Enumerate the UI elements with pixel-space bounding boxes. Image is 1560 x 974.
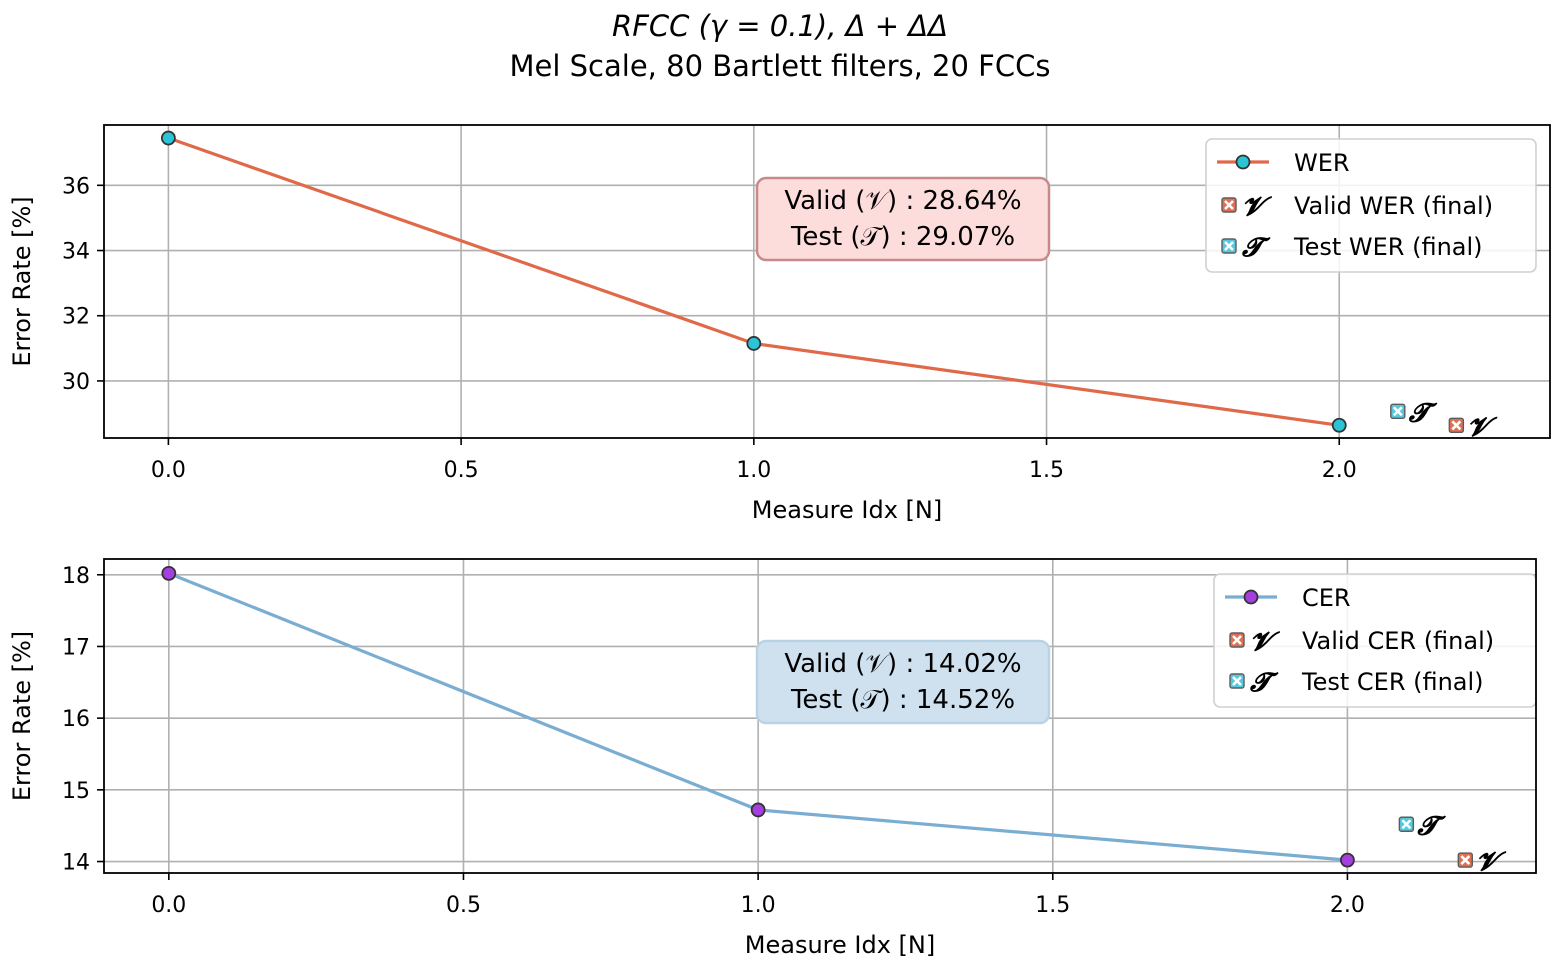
annotation-test-text: Test (𝒯) : 14.52% (790, 685, 1015, 715)
annotation-valid-text: Valid (𝒱) : 28.64% (784, 186, 1021, 216)
data-point-cer (161, 565, 177, 581)
final-marker-symbol-test: 𝓣 (1416, 811, 1446, 841)
chart-panel-1: 0.0 0.5 1.0 1.5 2.0 30 32 34 36 Measure Idx [N] Er… (8, 124, 1551, 524)
y-tick-label: 15 (62, 779, 90, 804)
annotation-box (755, 639, 1051, 725)
data-point-cer (750, 802, 766, 818)
legend-marker-swatch (1235, 154, 1251, 170)
y-tick-label: 14 (62, 851, 90, 876)
final-marker-test (1398, 816, 1415, 832)
final-marker-valid-cross-b (1451, 420, 1462, 431)
legend-marker-valid (1229, 632, 1245, 648)
plot-frame (103, 124, 1551, 439)
annotation-box (755, 176, 1051, 262)
legend-marker-test (1229, 673, 1245, 689)
legend-label-series: CER (1302, 584, 1351, 612)
legend-marker-valid (1221, 197, 1237, 213)
x-tick-label: 1.0 (736, 458, 771, 483)
y-tick-label: 36 (62, 174, 90, 199)
y-axis-label: Error Rate [%] (8, 631, 36, 801)
x-tick-label: 0.0 (151, 893, 186, 918)
data-point-cer (1340, 852, 1355, 868)
data-point-wer (746, 336, 762, 351)
y-tick-label: 30 (62, 370, 90, 395)
legend-label-test: Test CER (final) (1301, 668, 1484, 696)
x-tick-label: 0.5 (444, 458, 479, 483)
y-axis-label: Error Rate [%] (8, 196, 36, 366)
y-tick-label: 18 (62, 564, 90, 589)
legend-marker-test-cross-b (1232, 676, 1242, 686)
legend-box (1205, 138, 1537, 273)
figure-title-line-2: Mel Scale, 80 Bartlett filters, 20 FCCs (510, 49, 1051, 83)
y-tick-label: 32 (62, 305, 90, 330)
annotation-test-text: Test (𝒯) : 29.07% (790, 222, 1015, 252)
x-tick-label: 1.5 (1035, 893, 1070, 918)
final-marker-valid (1457, 852, 1473, 868)
y-tick-label: 17 (62, 635, 90, 660)
final-marker-valid (1448, 417, 1465, 433)
x-tick-label: 1.5 (1029, 458, 1064, 483)
x-axis-label: Measure Idx [N] (752, 496, 942, 524)
annotation-valid-text: Valid (𝒱) : 14.02% (784, 649, 1021, 679)
x-tick-label: 0.0 (151, 458, 186, 483)
legend-marker-test-cross-b (1224, 241, 1234, 251)
legend-marker-valid-cross-b (1224, 200, 1234, 210)
final-marker-test-cross-b (1401, 819, 1412, 830)
x-tick-label: 0.5 (446, 893, 481, 918)
legend-label-test: Test WER (final) (1293, 233, 1483, 261)
legend-marker-valid-cross-b (1232, 635, 1242, 645)
legend-label-valid: Valid CER (final) (1302, 627, 1494, 655)
final-marker-test (1390, 403, 1406, 419)
data-point-wer (1331, 417, 1347, 433)
x-tick-label: 1.0 (741, 893, 776, 918)
figure-title-line-1: RFCC (γ = 0.1), Δ + ΔΔ (612, 9, 948, 43)
legend-marker-swatch (1243, 589, 1259, 605)
data-point-wer (160, 130, 176, 146)
final-marker-symbol-test: 𝓣 (1408, 398, 1438, 428)
x-axis-label: Measure Idx [N] (745, 931, 935, 959)
plot-frame (103, 558, 1537, 874)
legend-label-series: WER (1294, 149, 1350, 177)
chart-panel-2: 0.0 0.5 1.0 1.5 2.0 14 15 16 17 18 Measure Idx [N]… (8, 558, 1537, 959)
legend-marker-test (1221, 238, 1237, 254)
y-tick-label: 16 (62, 707, 90, 732)
final-marker-valid-cross-b (1460, 855, 1471, 866)
final-marker-test-cross-b (1392, 406, 1403, 417)
y-tick-label: 34 (62, 240, 90, 265)
legend-label-valid: Valid WER (final) (1294, 192, 1493, 220)
x-tick-label: 2.0 (1322, 458, 1357, 483)
x-tick-label: 2.0 (1330, 893, 1365, 918)
